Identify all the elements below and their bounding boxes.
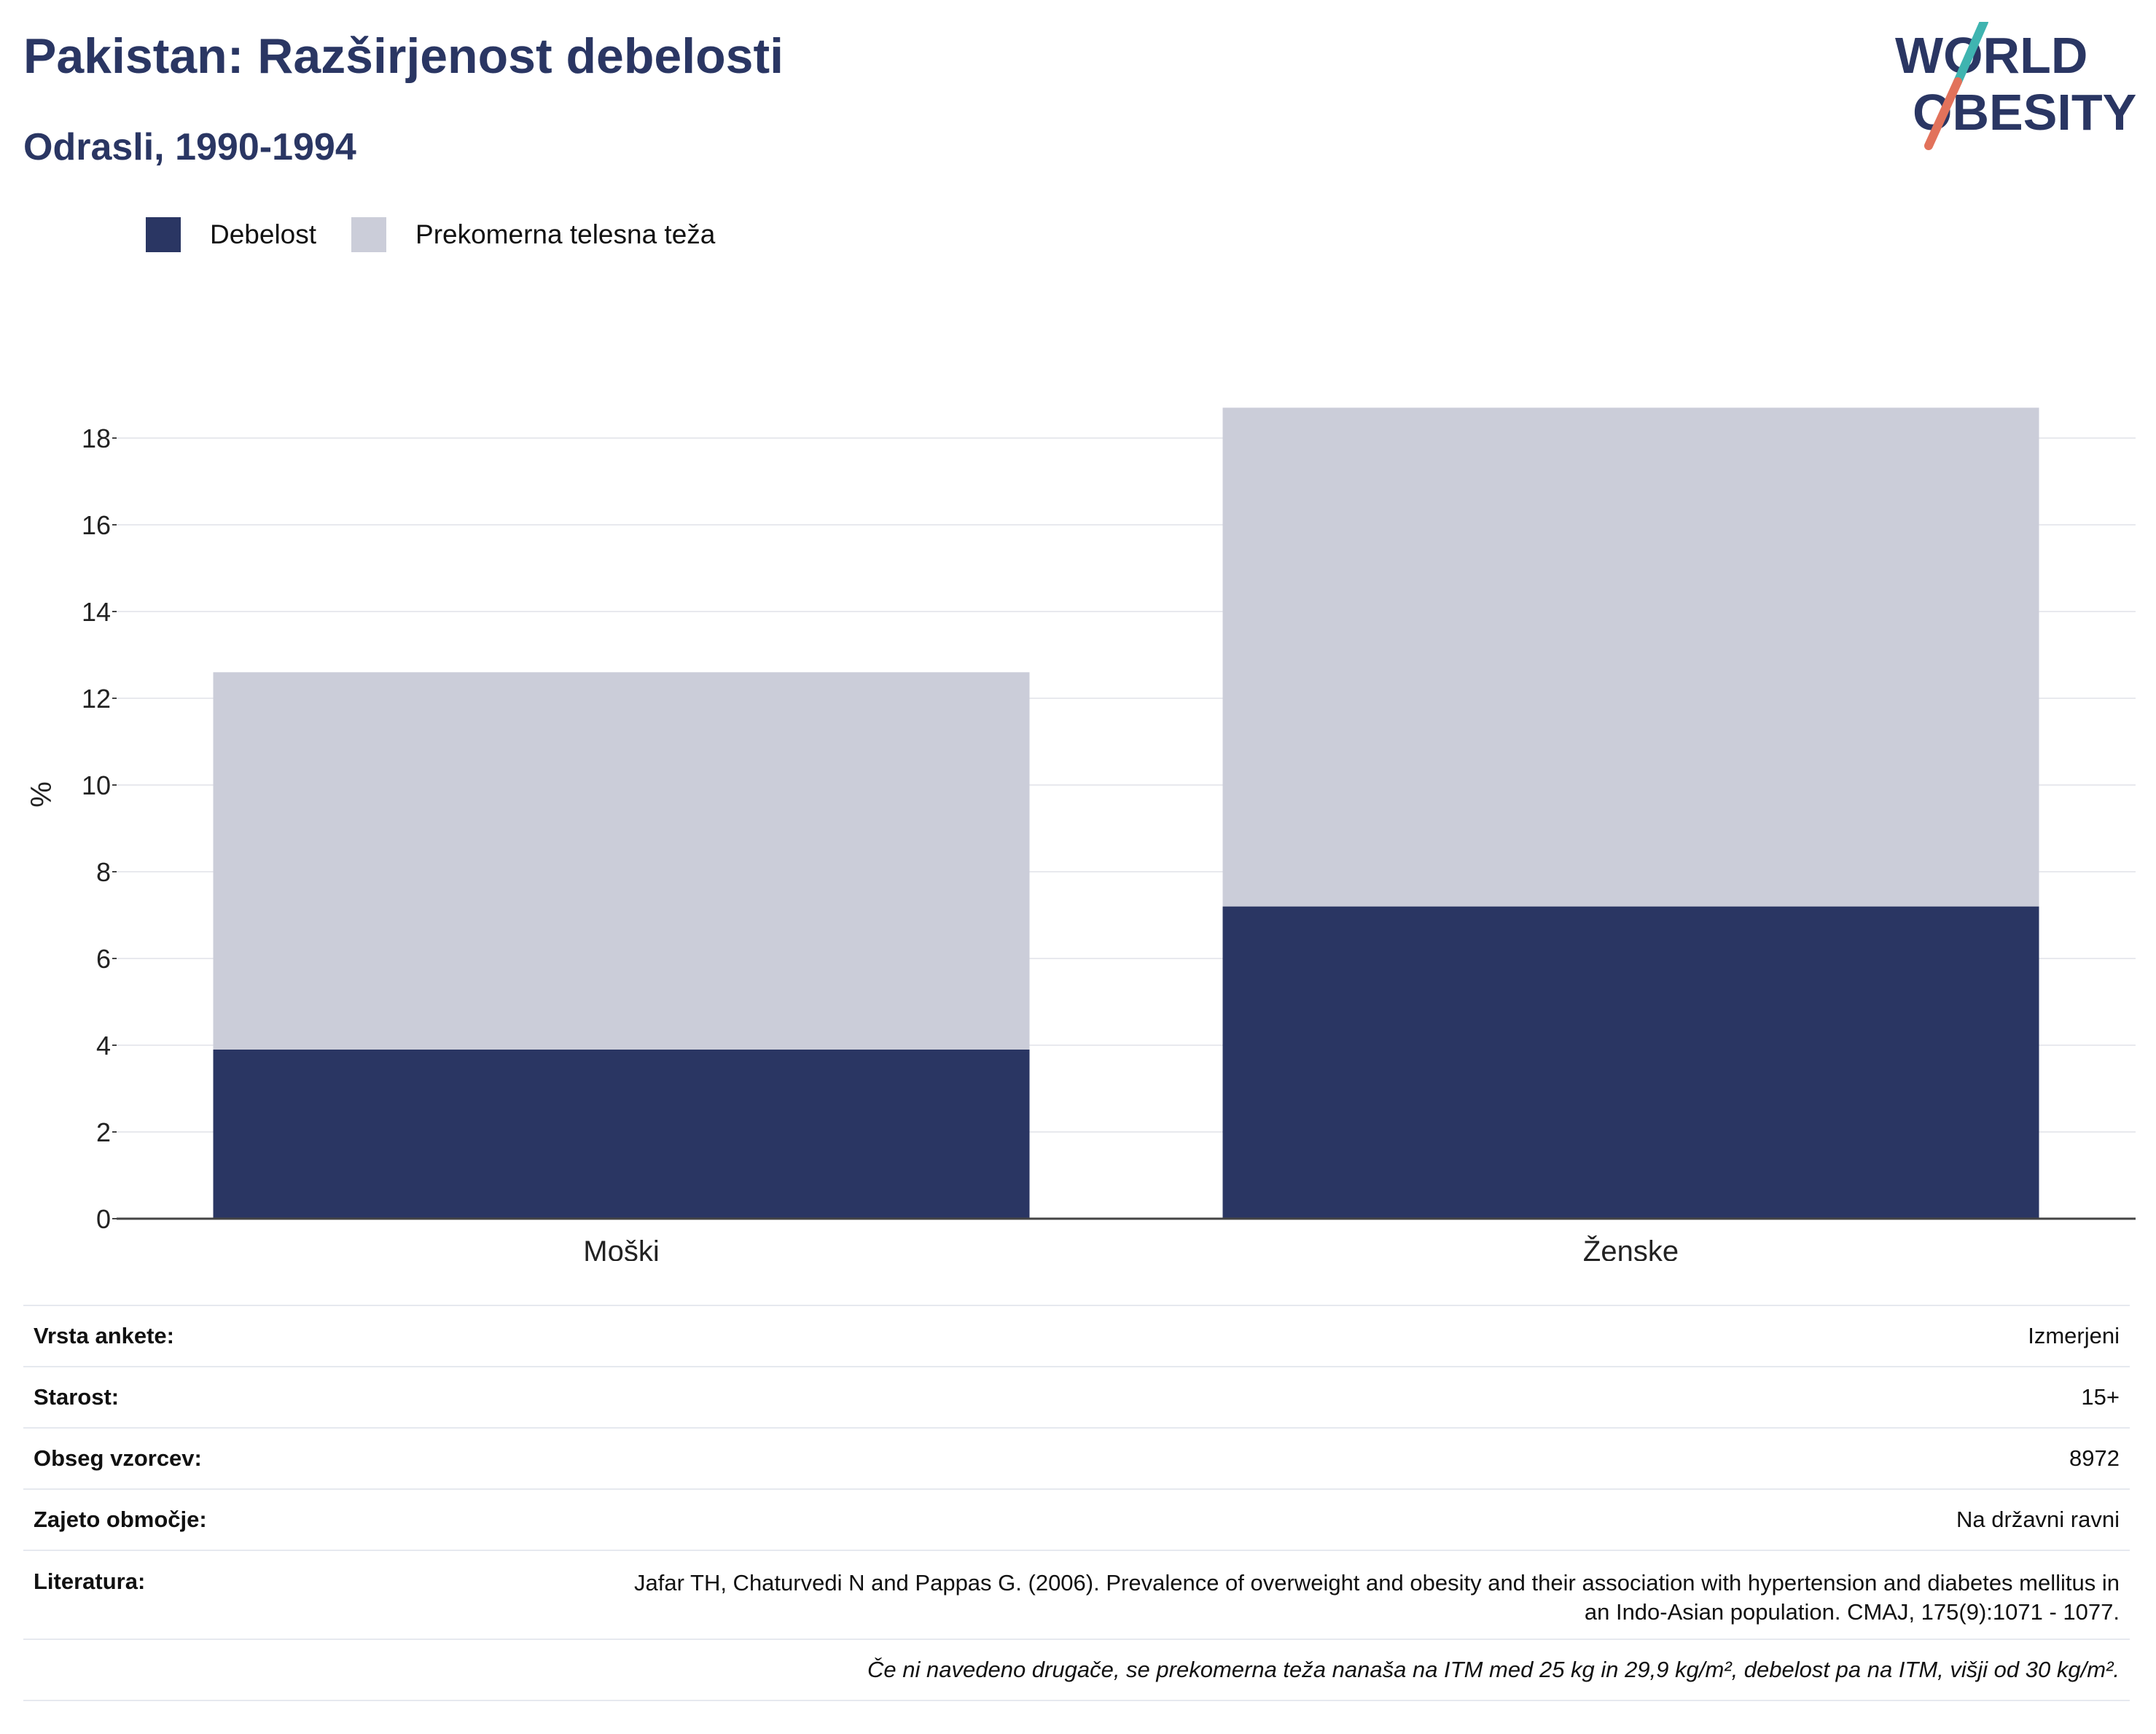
- legend-label-obesity: Debelost: [210, 219, 317, 249]
- chart-title: Pakistan: Razširjenost debelosti: [23, 28, 784, 84]
- y-axis-label: %: [26, 781, 58, 808]
- logo-slash-teal: [1953, 22, 1988, 86]
- x-tick-label: Ženske: [1583, 1235, 1679, 1261]
- bar-obesity-women: [1222, 906, 2039, 1219]
- bar-obesity-men: [213, 1049, 1030, 1219]
- info-value: Na državni ravni: [1956, 1507, 2120, 1532]
- y-tick-label: 12: [82, 684, 111, 714]
- info-row-sample-size: Obseg vzorcev: 8972: [23, 1427, 2130, 1488]
- info-label: Obseg vzorcev:: [34, 1445, 202, 1471]
- y-tick-label: 4: [96, 1031, 111, 1061]
- x-tick-label: Moški: [583, 1235, 659, 1261]
- footnote-text: Če ni navedeno drugače, se prekomerna te…: [867, 1657, 2120, 1682]
- y-tick-label: 2: [96, 1117, 111, 1147]
- y-tick-label: 0: [96, 1204, 111, 1234]
- info-label: Literatura:: [34, 1569, 146, 1594]
- info-row-area: Zajeto območje: Na državni ravni: [23, 1488, 2130, 1550]
- info-value: 8972: [2069, 1445, 2120, 1471]
- legend-item-obesity[interactable]: Debelost: [146, 217, 316, 252]
- legend-label-overweight: Prekomerna telesna teža: [415, 219, 716, 249]
- info-row-survey-type: Vrsta ankete: Izmerjeni: [23, 1305, 2130, 1366]
- info-label: Vrsta ankete:: [34, 1323, 174, 1348]
- info-row-age: Starost: 15+: [23, 1366, 2130, 1427]
- legend-swatch-obesity: [146, 217, 181, 252]
- info-row-note: Če ni navedeno drugače, se prekomerna te…: [23, 1639, 2130, 1701]
- world-obesity-logo: WORLD OBESITY: [1895, 22, 2136, 150]
- chart-subtitle: Odrasli, 1990-1994: [23, 126, 356, 168]
- survey-info-table: Vrsta ankete: Izmerjeni Starost: 15+ Obs…: [23, 1305, 2130, 1701]
- bar-overweight-women: [1222, 407, 2039, 907]
- info-label: Zajeto območje:: [34, 1507, 207, 1532]
- info-row-reference: Literatura: Jafar TH, Chaturvedi N and P…: [23, 1550, 2130, 1639]
- legend-swatch-overweight: [351, 217, 387, 252]
- reference-text: Jafar TH, Chaturvedi N and Pappas G. (20…: [634, 1570, 2120, 1625]
- y-tick-label: 8: [96, 857, 111, 887]
- y-tick-label: 18: [82, 423, 111, 453]
- y-tick-label: 10: [82, 770, 111, 800]
- info-value: 15+: [2081, 1384, 2120, 1410]
- bar-overweight-men: [213, 672, 1030, 1050]
- info-label: Starost:: [34, 1384, 120, 1410]
- legend-item-overweight[interactable]: Prekomerna telesna teža: [351, 217, 715, 252]
- info-value: Izmerjeni: [2028, 1323, 2120, 1348]
- y-tick-label: 14: [82, 597, 111, 627]
- logo-line1: WORLD: [1895, 27, 2087, 84]
- y-tick-label: 6: [96, 944, 111, 974]
- chart-legend: Debelost Prekomerna telesna teža: [146, 217, 750, 252]
- y-tick-label: 16: [82, 510, 111, 540]
- stacked-bar-chart: 0 2 4 6 8 10 12 14 16 18% Moški Ženske: [26, 407, 2136, 1261]
- logo-slash-coral: [1924, 77, 1962, 150]
